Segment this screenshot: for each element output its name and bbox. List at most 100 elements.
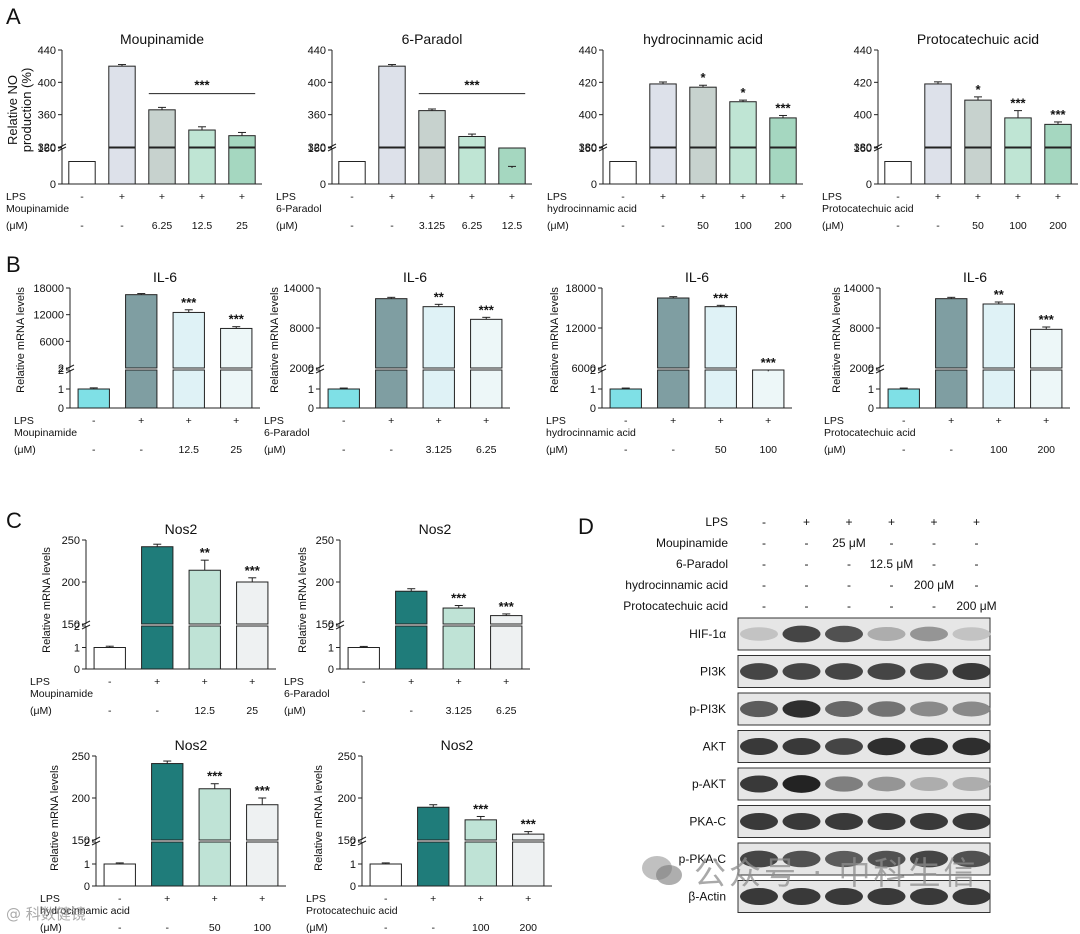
treatment-cell: - [932, 599, 936, 613]
y-tick-label: 420 [854, 77, 872, 89]
blot-band [910, 812, 948, 831]
treatment-cell: + [803, 515, 810, 529]
condition-row-label: Protocatechuic acid [822, 203, 914, 215]
y-tick-label: 8000 [850, 323, 874, 335]
significance-label: *** [775, 100, 791, 115]
condition-cell: + [389, 191, 395, 203]
blot-band [740, 700, 778, 718]
blot-band [952, 776, 991, 792]
condition-cell: - [621, 220, 625, 232]
condition-row-label: 6-Paradol [276, 203, 322, 215]
significance-label: ** [200, 545, 211, 560]
break-mark [597, 364, 607, 370]
y-tick-label: 380 [579, 142, 597, 154]
chart-title: Moupinamide [120, 31, 204, 47]
break-mark [315, 364, 325, 370]
condition-cell: - [166, 922, 170, 934]
blot-band [952, 737, 991, 756]
condition-row-label: 6-Paradol [264, 427, 310, 439]
condition-cell: - [80, 191, 84, 203]
chart-title: Protocatechuic acid [917, 31, 1039, 47]
blot-band [952, 812, 991, 831]
bar [141, 546, 174, 670]
bar [246, 804, 279, 887]
blot-band [867, 776, 906, 792]
condition-cell: + [212, 893, 218, 905]
significance-label: *** [479, 302, 495, 317]
chart-b3: IL-6 6000 12000 18000 0 1 2 *** *** LPS - + + + hydroc… [546, 269, 793, 456]
condition-row-label: LPS [40, 893, 60, 905]
condition-cell: + [765, 415, 771, 427]
bar [151, 763, 184, 887]
condition-cell: - [342, 444, 346, 456]
blot-band [782, 737, 821, 756]
blot-band [782, 850, 821, 868]
significance-label: *** [521, 817, 537, 832]
blot-band [952, 850, 991, 868]
treatment-cell: - [762, 599, 766, 613]
chart-title: IL-6 [685, 269, 709, 285]
condition-row-label: (μM) [306, 922, 328, 934]
blot-band [825, 738, 863, 755]
y-tick-label: 2000 [290, 363, 314, 375]
bar [769, 117, 797, 185]
y-tick-label: 2000 [850, 363, 874, 375]
condition-cell: + [948, 415, 954, 427]
bar [338, 161, 366, 185]
blot-band [782, 812, 821, 831]
treatment-cell: - [762, 536, 766, 550]
condition-cell: - [390, 220, 394, 232]
blot-band [910, 850, 948, 868]
condition-cell: - [350, 191, 354, 203]
break-mark [57, 143, 67, 149]
significance-label: *** [473, 801, 489, 816]
condition-cell: + [186, 415, 192, 427]
condition-cell: 50 [715, 444, 727, 456]
y-tick-label: 160 [579, 143, 597, 155]
break-mark [327, 143, 337, 149]
bar [884, 161, 912, 185]
bar [236, 581, 269, 670]
condition-cell: + [159, 191, 165, 203]
condition-cell: - [92, 415, 96, 427]
y-tick-label: 400 [38, 77, 56, 89]
bar [108, 65, 136, 185]
condition-row-label: LPS [306, 893, 326, 905]
condition-row-label: (μM) [40, 922, 62, 934]
bar [1044, 123, 1072, 185]
break-mark [598, 146, 608, 152]
blot-band [740, 663, 778, 680]
treatment-cell: - [932, 536, 936, 550]
condition-cell: - [140, 444, 144, 456]
condition-cell: - [118, 893, 122, 905]
significance-label: *** [181, 295, 197, 310]
blot-label: PI3K [700, 665, 726, 679]
condition-cell: - [362, 676, 366, 688]
significance-label: *** [245, 563, 261, 578]
blot-band [867, 812, 906, 831]
significance-label: ** [994, 287, 1005, 302]
condition-row-label: LPS [284, 676, 304, 688]
bar [887, 388, 920, 409]
treatment-cell: 25 μM [832, 536, 866, 550]
condition-cell: - [661, 220, 665, 232]
western-blot-panel: LPS - + + + + + Moupinamide - - 25 μM - - - 6-Paradol -… [623, 515, 997, 913]
treatment-cell: - [847, 599, 851, 613]
condition-cell: 12.5 [195, 705, 216, 717]
y-tick-label: 250 [62, 535, 80, 547]
condition-cell: + [780, 191, 786, 203]
condition-cell: - [108, 705, 112, 717]
bar [77, 388, 110, 409]
significance-label: *** [194, 78, 210, 93]
axis-break [65, 368, 261, 370]
condition-cell: + [503, 676, 509, 688]
blot-label: PKA-C [689, 815, 726, 829]
blot-band [910, 737, 948, 756]
blot-band [910, 663, 948, 680]
bar [704, 306, 737, 409]
bar [982, 303, 1015, 409]
condition-cell: 100 [734, 220, 752, 232]
y-tick-label: 14000 [843, 283, 874, 295]
condition-cell: + [1043, 415, 1049, 427]
